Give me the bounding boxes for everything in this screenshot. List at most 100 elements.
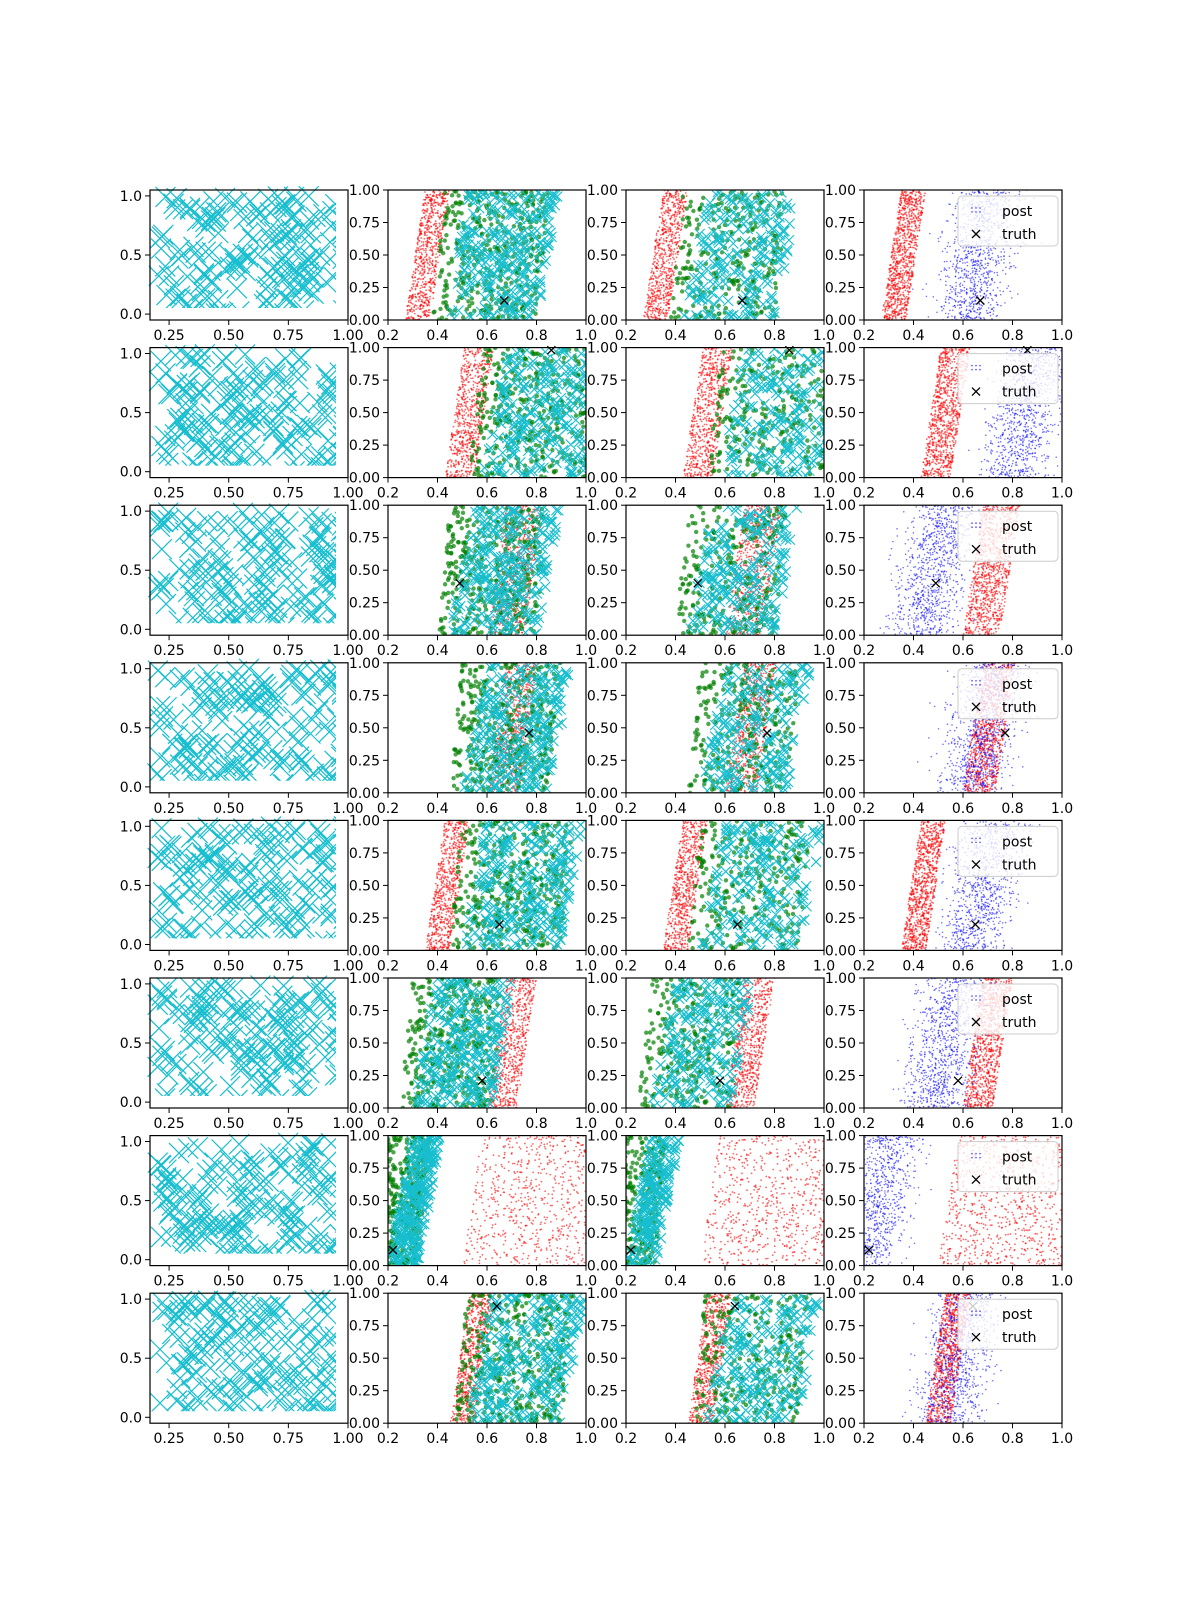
posterior-point-red (668, 240, 671, 243)
sample-marker (187, 455, 209, 466)
posterior-point-red (650, 300, 653, 303)
posterior-point-red (440, 220, 443, 223)
posterior-point-blue (965, 308, 968, 311)
posterior-point-red (429, 193, 432, 196)
posterior-point-blue (972, 278, 975, 281)
panel-r0-c2-ytick-label: 0.25 (587, 281, 618, 297)
posterior-point-red (892, 250, 895, 253)
posterior-point-blue (987, 280, 990, 282)
posterior-point-blue (979, 252, 982, 254)
posterior-point-red (902, 194, 905, 197)
posterior-point-red (915, 208, 918, 211)
sample-marker (205, 211, 227, 232)
posterior-point-red (896, 248, 899, 251)
posterior-point-red (422, 208, 425, 211)
posterior-point-blue (955, 264, 958, 266)
posterior-point-red (900, 281, 903, 283)
posterior-point-red (653, 303, 655, 305)
sample-marker (694, 293, 706, 304)
posterior-point-blue (973, 284, 975, 286)
posterior-point-red (893, 279, 896, 282)
posterior-point-red (898, 228, 901, 231)
posterior-point-red (663, 302, 665, 304)
posterior-point-red (436, 212, 439, 215)
posterior-point-blue (963, 250, 965, 253)
panel-r0-c0-ytick-label: 0.0 (120, 307, 142, 323)
sample-marker (739, 236, 751, 247)
posterior-point-red (918, 217, 920, 220)
posterior-point-blue (980, 304, 983, 306)
sample-marker (771, 252, 783, 264)
posterior-point-red (441, 201, 444, 203)
posterior-point-blue (953, 316, 956, 319)
posterior-point-red (887, 300, 889, 302)
posterior-point-red (669, 250, 672, 253)
sample-marker (227, 366, 249, 388)
posterior-point-blue (971, 271, 974, 274)
posterior-point-red (659, 306, 662, 309)
posterior-point-blue (966, 315, 969, 318)
legend-post-swatch (975, 211, 977, 213)
posterior-point-red (672, 250, 675, 253)
posterior-point-red (665, 298, 668, 301)
posterior-point-red (895, 274, 898, 277)
posterior-point-blue (997, 260, 1000, 262)
posterior-point-blue (944, 275, 947, 278)
posterior-point-blue (964, 256, 967, 259)
posterior-point-red (891, 315, 894, 318)
posterior-point-red (435, 263, 437, 266)
posterior-point-red (903, 280, 906, 282)
posterior-point-red (885, 299, 888, 302)
posterior-point-red (677, 192, 680, 195)
posterior-point-red (431, 270, 434, 273)
posterior-point-red (661, 248, 663, 251)
sample-marker (700, 207, 712, 219)
posterior-point-blue (981, 305, 984, 307)
sample-marker (729, 266, 740, 278)
posterior-point-green (717, 196, 722, 201)
posterior-point-red (888, 301, 891, 304)
posterior-point-red (888, 297, 891, 299)
posterior-point-red (898, 203, 901, 205)
posterior-point-red (898, 261, 901, 264)
posterior-point-red (655, 241, 658, 244)
posterior-point-red (652, 271, 655, 274)
posterior-point-blue (958, 248, 960, 251)
sample-marker (501, 263, 513, 275)
posterior-point-red (427, 218, 430, 220)
posterior-point-blue (1000, 191, 1002, 194)
posterior-point-red (911, 229, 914, 232)
posterior-point-red (905, 295, 908, 298)
posterior-point-blue (984, 281, 987, 284)
posterior-point-red (424, 227, 426, 229)
posterior-point-red (430, 216, 433, 219)
posterior-point-red (903, 317, 906, 320)
posterior-point-red (906, 256, 909, 258)
posterior-point-red (663, 253, 666, 256)
posterior-point-red (462, 378, 465, 381)
sample-marker (201, 450, 223, 466)
posterior-point-red (906, 194, 909, 197)
posterior-point-red (901, 234, 904, 237)
posterior-point-red (435, 195, 438, 198)
posterior-point-red (909, 201, 912, 204)
posterior-point-red (423, 313, 426, 316)
posterior-point-red (669, 218, 672, 221)
posterior-point-green (534, 257, 540, 262)
posterior-point-red (903, 225, 906, 227)
posterior-point-red (662, 202, 665, 205)
posterior-point-red (656, 244, 659, 247)
posterior-point-red (663, 211, 665, 214)
posterior-point-red (669, 209, 672, 211)
posterior-point-red (667, 206, 669, 209)
posterior-point-red (670, 292, 673, 295)
posterior-point-red (650, 292, 653, 295)
posterior-point-red (668, 247, 671, 250)
posterior-point-red (428, 214, 430, 217)
posterior-point-blue (949, 309, 951, 312)
posterior-point-red (888, 314, 891, 317)
posterior-point-blue (979, 248, 982, 251)
posterior-point-red (473, 404, 476, 407)
posterior-point-blue (946, 251, 948, 253)
posterior-point-green (701, 195, 706, 200)
